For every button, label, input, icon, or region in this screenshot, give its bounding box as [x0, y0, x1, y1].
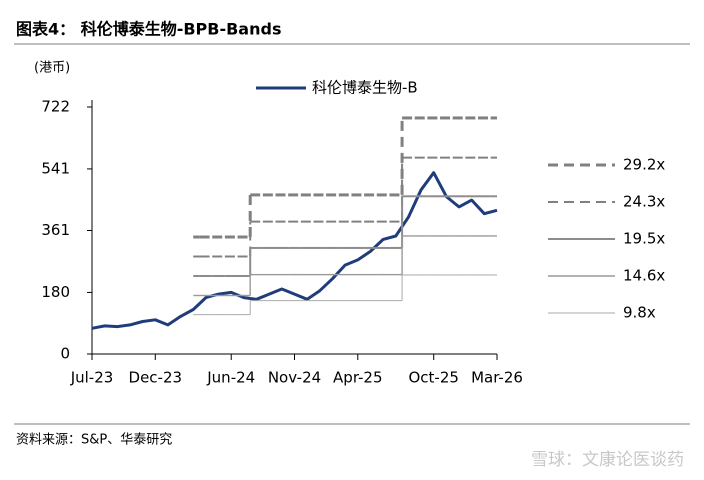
x-tick-label: Nov-24 — [268, 369, 321, 387]
legend-label: 9.8x — [623, 304, 656, 322]
watermark: 雪球：文康论医谈药 — [531, 450, 684, 470]
legend-label: 14.6x — [623, 267, 665, 285]
x-tick-label: Jun-24 — [206, 369, 255, 387]
x-tick-label: Jul-23 — [70, 369, 114, 387]
y-unit: (港币) — [34, 61, 70, 76]
chart-title: 图表4： 科伦博泰生物-BPB-Bands — [16, 20, 281, 39]
price-line — [91, 171, 498, 330]
y-tick-label: 722 — [41, 98, 70, 116]
legend-label: 24.3x — [623, 193, 665, 211]
legend-label: 科伦博泰生物-B — [312, 79, 418, 97]
y-tick-label: 180 — [41, 283, 70, 301]
source: 资料来源：S&P、华泰研究 — [16, 433, 172, 448]
y-tick-label: 541 — [41, 159, 70, 177]
y-tick-label: 361 — [41, 221, 70, 239]
x-tick-label: Mar-26 — [471, 369, 523, 387]
x-tick-label: Apr-25 — [333, 369, 383, 387]
legend-label: 29.2x — [623, 156, 665, 174]
y-tick-label: 0 — [60, 345, 70, 363]
x-tick-label: Oct-25 — [409, 369, 459, 387]
x-tick-label: Dec-23 — [129, 369, 183, 387]
legend-label: 19.5x — [623, 230, 665, 248]
